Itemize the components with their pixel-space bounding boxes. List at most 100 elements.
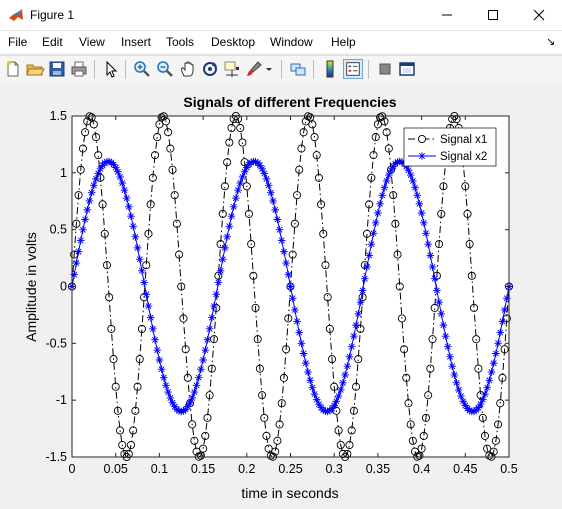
- series-1-marker: [133, 382, 142, 391]
- series-2-marker: [496, 328, 505, 337]
- chart-title: Signals of different Frequencies: [183, 94, 396, 110]
- rotate-3d-icon[interactable]: [200, 59, 220, 79]
- series-2-marker: [339, 379, 347, 387]
- series-2-marker: [367, 240, 376, 248]
- print-icon[interactable]: [69, 59, 89, 79]
- series-2-marker: [428, 263, 437, 271]
- series-1-marker: [371, 133, 380, 142]
- series-1-marker: [404, 399, 413, 408]
- menu-window[interactable]: Window: [270, 35, 313, 49]
- series-1-marker: [336, 440, 345, 450]
- series-2-marker: [208, 313, 216, 322]
- dock-figure-icon[interactable]: ↘: [546, 36, 556, 48]
- menu-file[interactable]: File: [8, 35, 28, 49]
- series-1-marker: [491, 436, 500, 445]
- series-1-marker: [321, 261, 330, 270]
- series-1-marker: [365, 200, 374, 209]
- y-tick-label: 1: [60, 166, 67, 180]
- series-2-marker: [444, 342, 452, 351]
- series-1-marker: [496, 399, 505, 408]
- pointer-icon[interactable]: [101, 59, 121, 79]
- menu-help[interactable]: Help: [331, 35, 356, 49]
- series-2-marker: [240, 167, 249, 176]
- series-1-marker: [72, 219, 81, 228]
- series-2-marker: [125, 203, 133, 211]
- series-2-marker: [457, 392, 465, 400]
- series-2-marker: [153, 346, 162, 354]
- menu-view[interactable]: View: [79, 35, 105, 49]
- save-icon[interactable]: [47, 59, 67, 79]
- series-1-marker: [273, 436, 282, 445]
- close-button[interactable]: [516, 0, 562, 30]
- colorbar-icon[interactable]: [320, 59, 340, 79]
- series-1-marker: [253, 335, 262, 344]
- series-1-marker: [203, 413, 212, 422]
- legend[interactable]: Signal x1 Signal x2: [403, 127, 497, 167]
- show-plot-tools-icon[interactable]: [397, 59, 417, 79]
- series-1-marker: [258, 391, 267, 400]
- minimize-button[interactable]: [424, 0, 470, 30]
- series-1-marker: [129, 426, 138, 435]
- open-file-icon[interactable]: [25, 59, 45, 79]
- series-1-marker: [227, 123, 236, 133]
- series-1-marker: [242, 182, 251, 191]
- series-2-marker: [301, 359, 310, 367]
- series-1-marker: [146, 200, 155, 209]
- series-2-marker: [251, 157, 260, 166]
- series-2-marker: [190, 388, 199, 396]
- series-2-marker: [109, 160, 118, 169]
- new-figure-icon[interactable]: [3, 59, 23, 79]
- zoom-in-icon[interactable]: [132, 59, 152, 79]
- toolbar-separator: [281, 60, 282, 79]
- plot-svg[interactable]: Signals of different Frequencies 0 0.05 0.…: [0, 84, 562, 506]
- series-1-marker: [402, 373, 411, 382]
- series-1-marker: [277, 399, 286, 408]
- hide-plot-tools-icon[interactable]: [375, 59, 395, 79]
- series-2-marker: [184, 402, 192, 411]
- series-1-marker: [131, 406, 140, 415]
- series-1-marker: [166, 144, 175, 153]
- title-bar: Figure 1: [0, 0, 562, 31]
- series-2-marker: [232, 194, 240, 202]
- y-tick-label: 0: [60, 280, 67, 294]
- series-2-marker: [118, 179, 127, 187]
- series-2-marker: [262, 175, 271, 183]
- series-1-marker: [234, 114, 243, 124]
- series-1-marker: [275, 420, 284, 429]
- x-tick-label: 0.05: [104, 462, 128, 476]
- series-2-marker: [286, 282, 295, 291]
- series-2-marker: [347, 342, 356, 351]
- brush-icon[interactable]: [244, 59, 264, 79]
- menu-tools[interactable]: Tools: [166, 35, 195, 49]
- menu-desktop[interactable]: Desktop: [211, 35, 256, 49]
- zoom-out-icon[interactable]: [155, 59, 175, 79]
- y-tick-label: -1.5: [45, 450, 67, 464]
- series-1-marker: [148, 173, 157, 182]
- series-1-marker: [183, 373, 192, 382]
- series-2-marker: [79, 225, 87, 234]
- series-2-marker: [387, 166, 395, 175]
- series-2-marker: [415, 200, 424, 208]
- series-2-marker: [133, 244, 142, 252]
- pan-hand-icon[interactable]: [178, 59, 198, 79]
- series-1-marker: [109, 355, 118, 364]
- series-1-marker: [144, 229, 153, 238]
- legend-icon[interactable]: [343, 59, 363, 79]
- menu-edit[interactable]: Edit: [42, 35, 63, 49]
- series-2-marker: [293, 317, 301, 326]
- series-1-marker: [78, 144, 87, 153]
- figure-toolbar: [0, 55, 562, 85]
- link-plot-icon[interactable]: [288, 59, 308, 79]
- series-1-marker: [463, 209, 472, 218]
- brush-dropdown-icon[interactable]: [264, 59, 274, 79]
- toolbar-separator: [368, 60, 369, 79]
- series-1-marker: [201, 431, 210, 440]
- series-2-marker: [234, 186, 242, 194]
- series-2-marker: [328, 404, 336, 413]
- data-cursor-icon[interactable]: [222, 59, 242, 79]
- maximize-button[interactable]: [470, 0, 516, 30]
- series-1-marker: [262, 431, 271, 440]
- series-1-marker: [83, 117, 92, 126]
- series-2-marker: [269, 197, 277, 205]
- menu-insert[interactable]: Insert: [121, 35, 152, 49]
